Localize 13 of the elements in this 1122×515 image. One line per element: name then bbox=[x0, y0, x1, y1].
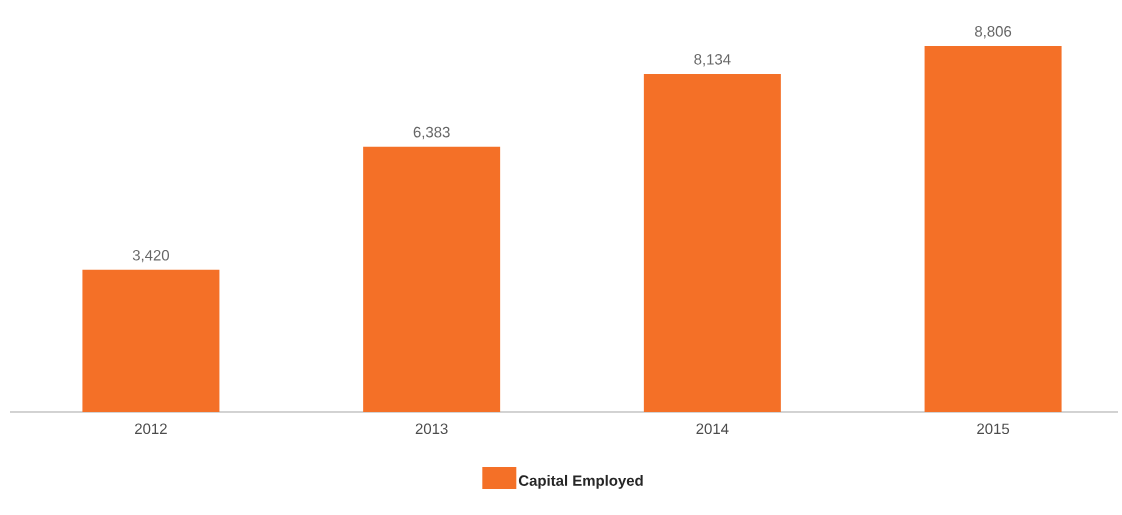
data-label: 8,806 bbox=[975, 26, 1012, 39]
data-label: 6,383 bbox=[413, 126, 450, 140]
data-label: 3,420 bbox=[132, 249, 170, 263]
x-tick-label: 2012 bbox=[135, 423, 167, 435]
legend-label: Capital Employed bbox=[518, 474, 643, 489]
bar bbox=[82, 269, 220, 412]
x-tick-label: 2014 bbox=[696, 423, 729, 435]
data-label: 8,134 bbox=[694, 54, 731, 67]
bar bbox=[643, 73, 781, 412]
bar bbox=[924, 45, 1062, 412]
x-tick-label: 2015 bbox=[977, 423, 1010, 435]
x-tick-label: 2013 bbox=[415, 423, 448, 435]
bar bbox=[363, 146, 501, 412]
